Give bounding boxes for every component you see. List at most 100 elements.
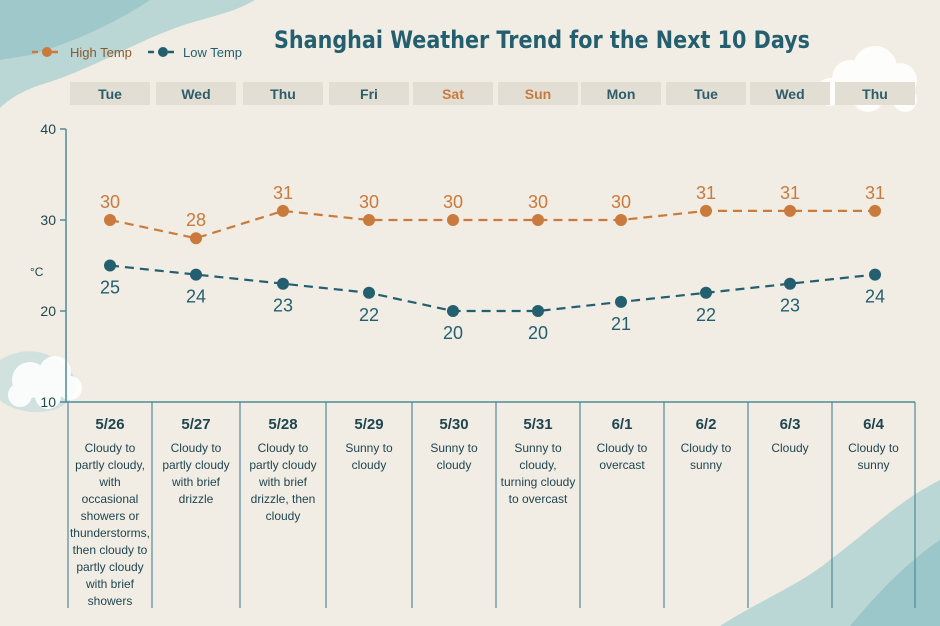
weather-description-line: partly cloudy: [76, 560, 143, 574]
date-label: 6/4: [863, 416, 885, 433]
weather-description-line: occasional: [82, 492, 139, 506]
weather-description-line: drizzle, then: [251, 492, 316, 506]
high-temp-value-label: 28: [186, 210, 206, 230]
weather-description: Sunny to cloudy: [345, 441, 393, 472]
high-temp-value-label: 31: [696, 183, 716, 203]
low-temp-point: [363, 286, 375, 299]
low-temp-value-label: 25: [100, 278, 120, 298]
date-label: 6/3: [780, 416, 801, 433]
day-band: [243, 82, 323, 105]
low-temp-value-label: 22: [696, 305, 716, 325]
day-label: Fri: [360, 86, 378, 102]
y-tick-label: 10: [40, 394, 56, 410]
weather-description-line: Cloudy to: [85, 441, 136, 455]
weather-description-line: cloudy: [352, 458, 387, 472]
day-band: [750, 82, 830, 105]
weather-description-line: Cloudy: [771, 441, 808, 455]
weather-description: Cloudy: [771, 441, 808, 455]
weather-description-line: cloudy,: [519, 458, 556, 472]
low-temp-point: [700, 286, 712, 299]
day-band: [666, 82, 746, 105]
low-temp-point: [104, 259, 116, 272]
high-temp-point: [784, 204, 796, 217]
weather-description-line: Cloudy to: [258, 441, 309, 455]
weather-description-line: partly cloudy: [162, 458, 229, 472]
high-temp-value-label: 30: [443, 192, 463, 212]
weather-description-line: Sunny to: [430, 441, 478, 455]
legend-item-high-temp: High Temp: [32, 45, 132, 60]
day-label: Sun: [525, 86, 551, 102]
date-label: 6/1: [612, 416, 633, 433]
chart-series: 30 28 31 30 30 30 30 31 31 31 25 24 23 22 20 20 21 22 23 24: [100, 183, 885, 343]
weather-description-line: cloudy: [437, 458, 472, 472]
high-temp-point: [190, 232, 202, 245]
weather-description-line: Sunny to: [514, 441, 562, 455]
day-band: [835, 82, 915, 105]
weather-description: Sunny to cloudy: [430, 441, 478, 472]
weather-description-line: Cloudy to: [848, 441, 899, 455]
high-temp-value-label: 31: [273, 183, 293, 203]
day-band: [413, 82, 493, 105]
weather-description-line: to overcast: [509, 492, 568, 506]
weather-description-line: partly cloudy: [249, 458, 316, 472]
day-band: [70, 82, 150, 105]
low-temp-point: [869, 268, 881, 281]
date-label: 5/29: [354, 416, 383, 433]
weather-description-line: drizzle: [179, 492, 214, 506]
weather-description: Cloudy to overcast: [597, 441, 648, 472]
day-label: Thu: [270, 86, 296, 102]
low-temp-value-label: 24: [865, 287, 885, 307]
low-temp-value-label: 22: [359, 305, 379, 325]
weather-description-line: Cloudy to: [681, 441, 732, 455]
high-temp-point: [700, 204, 712, 217]
weather-description: Cloudy to partly cloudy, with occasional sho…: [70, 441, 150, 608]
date-label: 6/2: [696, 416, 717, 433]
high-temp-value-label: 30: [528, 192, 548, 212]
legend-high-marker: [42, 47, 52, 57]
day-label: Tue: [694, 86, 718, 102]
low-temp-point: [784, 277, 796, 290]
day-header: Tue Wed Thu Fri Sat Sun Mon Tue Wed Thu: [70, 82, 915, 105]
date-label: 5/30: [439, 416, 468, 433]
low-temp-value-label: 21: [611, 314, 631, 334]
weather-description-line: with brief: [171, 475, 221, 489]
weather-description-line: cloudy: [266, 509, 301, 523]
day-band: [581, 82, 661, 105]
chart-title: Shanghai Weather Trend for the Next 10 D…: [274, 26, 810, 54]
day-label: Wed: [181, 86, 210, 102]
high-temp-value-label: 31: [780, 183, 800, 203]
low-temp-point: [447, 305, 459, 317]
weather-description-line: turning cloudy: [501, 475, 576, 489]
y-tick-label: 20: [40, 303, 56, 319]
low-temp-line: [109, 264, 876, 313]
high-temp-value-label: 31: [865, 183, 885, 203]
low-temp-value-label: 23: [780, 296, 800, 316]
day-label: Tue: [98, 86, 122, 102]
weather-description: Cloudy to sunny: [848, 441, 899, 472]
weather-description: Cloudy to sunny: [681, 441, 732, 472]
high-temp-point: [447, 214, 459, 226]
date-label: 5/28: [268, 416, 297, 433]
weather-description-line: with brief: [85, 577, 135, 591]
weather-description-line: showers or: [81, 509, 140, 523]
date-label: 5/27: [181, 416, 210, 433]
high-temp-point: [363, 214, 375, 226]
high-temp-value-label: 30: [611, 192, 631, 212]
high-temp-point: [869, 204, 881, 217]
weather-description-line: then cloudy to: [73, 543, 148, 557]
y-tick-label: 40: [40, 121, 56, 137]
low-temp-value-label: 20: [443, 323, 463, 343]
day-label: Wed: [775, 86, 804, 102]
low-temp-point: [277, 277, 289, 290]
day-label: Mon: [607, 86, 636, 102]
weather-description: Cloudy to partly cloudy with brief drizzle: [162, 441, 229, 506]
chart-legend: High Temp Low Temp: [32, 45, 242, 60]
y-tick-label: 30: [40, 212, 56, 228]
weather-description-line: Cloudy to: [171, 441, 222, 455]
legend-item-low-temp: Low Temp: [148, 45, 242, 60]
legend-low-label: Low Temp: [183, 45, 242, 60]
day-band: [156, 82, 236, 105]
date-label: 5/26: [95, 416, 124, 433]
weather-description-line: with brief: [258, 475, 308, 489]
weather-description-line: sunny: [857, 458, 889, 472]
